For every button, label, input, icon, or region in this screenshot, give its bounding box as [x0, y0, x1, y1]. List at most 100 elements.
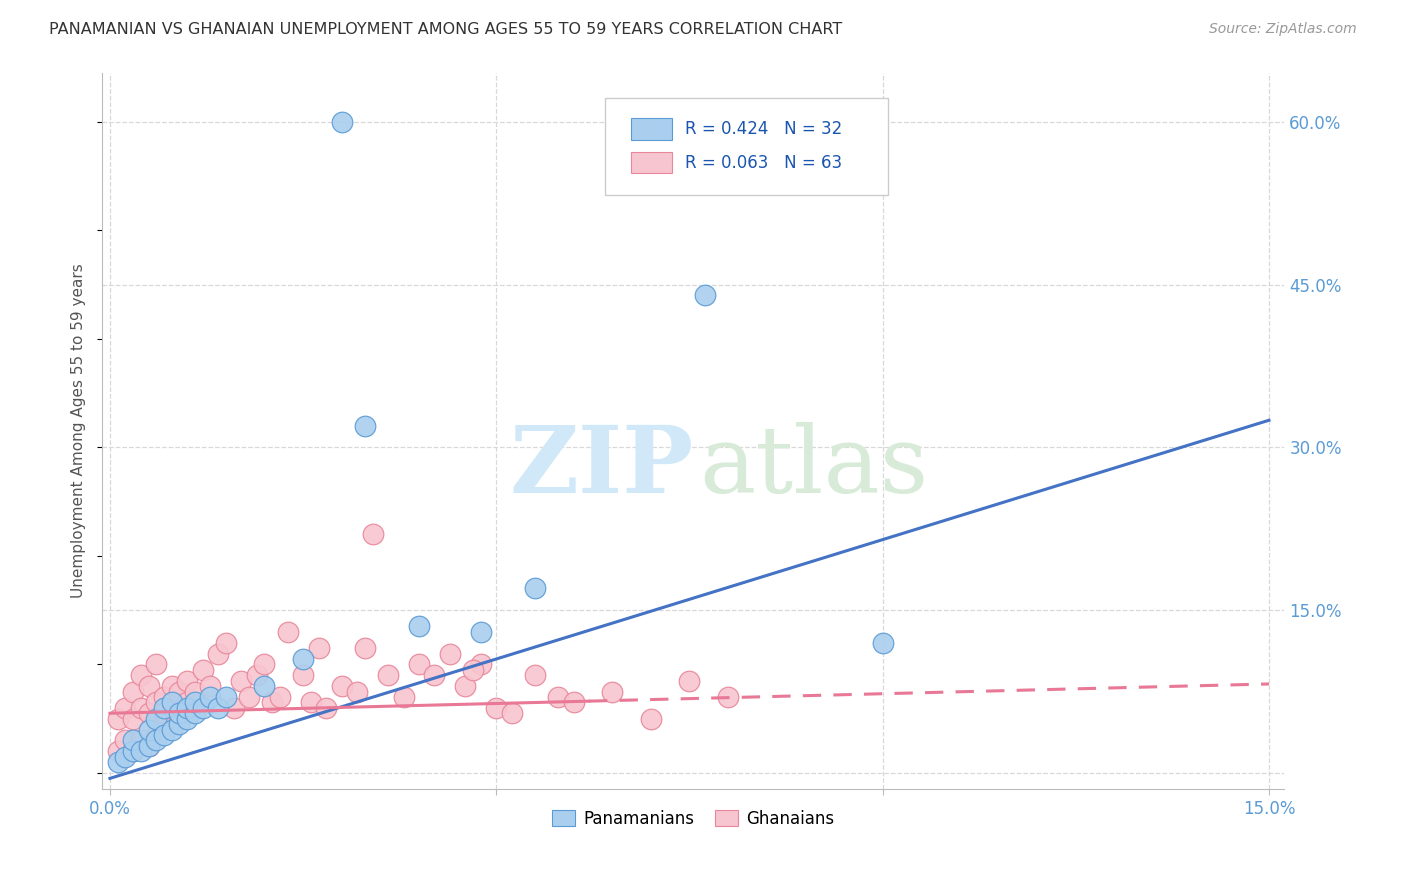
- Point: [330, 679, 353, 693]
- Point: [138, 723, 160, 737]
- Point: [354, 641, 377, 656]
- Point: [253, 679, 276, 693]
- Point: [145, 728, 167, 742]
- Point: [191, 663, 214, 677]
- Point: [207, 701, 229, 715]
- Point: [153, 701, 176, 715]
- Point: [176, 701, 198, 715]
- Text: R = 0.063   N = 63: R = 0.063 N = 63: [685, 153, 842, 171]
- Text: PANAMANIAN VS GHANAIAN UNEMPLOYMENT AMONG AGES 55 TO 59 YEARS CORRELATION CHART: PANAMANIAN VS GHANAIAN UNEMPLOYMENT AMON…: [49, 22, 842, 37]
- Point: [184, 706, 207, 721]
- Point: [207, 647, 229, 661]
- Point: [299, 695, 322, 709]
- Point: [454, 679, 477, 693]
- Point: [346, 684, 368, 698]
- Point: [138, 739, 160, 753]
- Point: [408, 657, 430, 672]
- Point: [129, 744, 152, 758]
- Point: [215, 690, 238, 704]
- Point: [600, 684, 623, 698]
- Point: [872, 636, 894, 650]
- Point: [470, 624, 492, 639]
- Legend: Panamanians, Ghanaians: Panamanians, Ghanaians: [546, 804, 841, 835]
- Point: [169, 706, 191, 721]
- Text: R = 0.424   N = 32: R = 0.424 N = 32: [685, 120, 842, 138]
- Point: [114, 733, 136, 747]
- Point: [129, 701, 152, 715]
- Point: [678, 673, 700, 688]
- Point: [215, 636, 238, 650]
- Point: [222, 701, 245, 715]
- Point: [176, 695, 198, 709]
- Point: [145, 657, 167, 672]
- Point: [470, 657, 492, 672]
- Text: Source: ZipAtlas.com: Source: ZipAtlas.com: [1209, 22, 1357, 37]
- Point: [153, 717, 176, 731]
- Point: [501, 706, 523, 721]
- Point: [269, 690, 291, 704]
- Y-axis label: Unemployment Among Ages 55 to 59 years: Unemployment Among Ages 55 to 59 years: [72, 264, 86, 599]
- Point: [114, 749, 136, 764]
- Point: [153, 690, 176, 704]
- Point: [107, 744, 129, 758]
- Point: [439, 647, 461, 661]
- Point: [153, 728, 176, 742]
- Point: [176, 712, 198, 726]
- Point: [330, 115, 353, 129]
- FancyBboxPatch shape: [631, 152, 672, 173]
- Point: [191, 701, 214, 715]
- Point: [138, 739, 160, 753]
- Point: [114, 701, 136, 715]
- Point: [129, 668, 152, 682]
- FancyBboxPatch shape: [605, 98, 889, 194]
- Text: ZIP: ZIP: [509, 422, 693, 512]
- Point: [693, 288, 716, 302]
- Point: [200, 679, 222, 693]
- Point: [160, 701, 183, 715]
- Point: [408, 619, 430, 633]
- Point: [238, 690, 260, 704]
- Point: [246, 668, 269, 682]
- Point: [138, 706, 160, 721]
- Point: [231, 673, 253, 688]
- Point: [176, 673, 198, 688]
- Point: [169, 712, 191, 726]
- Point: [523, 668, 546, 682]
- Point: [122, 744, 145, 758]
- Point: [562, 695, 585, 709]
- Point: [122, 712, 145, 726]
- Point: [184, 684, 207, 698]
- Point: [145, 733, 167, 747]
- Point: [200, 690, 222, 704]
- Point: [145, 712, 167, 726]
- Point: [122, 733, 145, 747]
- Point: [292, 652, 315, 666]
- Point: [547, 690, 569, 704]
- Point: [253, 657, 276, 672]
- Point: [169, 717, 191, 731]
- Point: [122, 744, 145, 758]
- Point: [145, 695, 167, 709]
- Point: [122, 684, 145, 698]
- Point: [107, 755, 129, 769]
- Point: [308, 641, 330, 656]
- Point: [262, 695, 284, 709]
- Point: [461, 663, 484, 677]
- Text: atlas: atlas: [699, 422, 928, 512]
- Point: [423, 668, 446, 682]
- Point: [129, 733, 152, 747]
- Point: [184, 695, 207, 709]
- Point: [153, 706, 176, 721]
- Point: [717, 690, 740, 704]
- Point: [138, 679, 160, 693]
- Point: [640, 712, 662, 726]
- Point: [292, 668, 315, 682]
- Point: [377, 668, 399, 682]
- Point: [354, 418, 377, 433]
- FancyBboxPatch shape: [631, 118, 672, 139]
- Point: [160, 679, 183, 693]
- Point: [315, 701, 337, 715]
- Point: [523, 582, 546, 596]
- Point: [361, 527, 384, 541]
- Point: [160, 695, 183, 709]
